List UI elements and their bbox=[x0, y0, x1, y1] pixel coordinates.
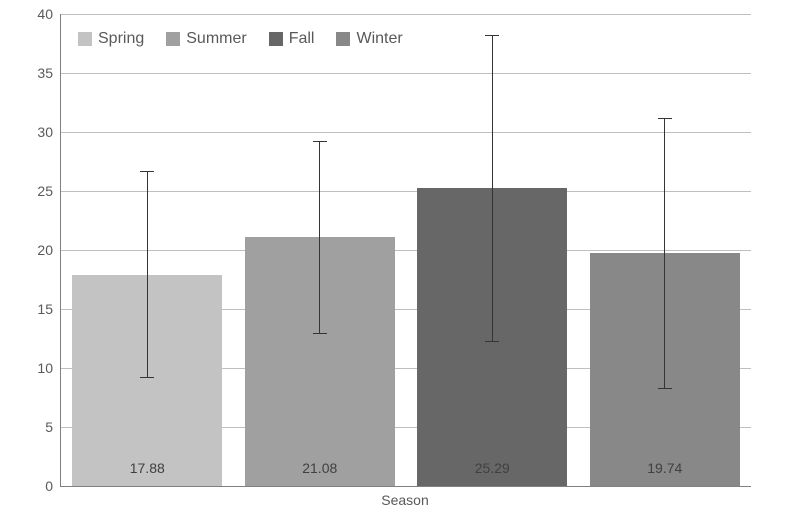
y-tick-label: 5 bbox=[45, 419, 61, 435]
legend-swatch bbox=[166, 32, 180, 46]
error-bar bbox=[492, 35, 493, 341]
bar-value-label: 21.08 bbox=[302, 460, 337, 476]
error-cap bbox=[140, 377, 154, 378]
y-tick-label: 15 bbox=[37, 301, 61, 317]
error-cap bbox=[313, 333, 327, 334]
error-bar bbox=[147, 171, 148, 378]
plot-area: 051015202530354017.8821.0825.2919.74 bbox=[60, 14, 751, 487]
y-tick-label: 0 bbox=[45, 478, 61, 494]
legend-label: Winter bbox=[356, 30, 402, 48]
x-axis-title: Season bbox=[381, 492, 428, 508]
bar-value-label: 17.88 bbox=[130, 460, 165, 476]
y-tick-label: 35 bbox=[37, 65, 61, 81]
gridline bbox=[61, 191, 751, 192]
legend-swatch bbox=[336, 32, 350, 46]
error-cap bbox=[140, 171, 154, 172]
legend-label: Fall bbox=[289, 30, 315, 48]
legend-label: Spring bbox=[98, 30, 144, 48]
y-tick-label: 20 bbox=[37, 242, 61, 258]
error-bar bbox=[664, 118, 665, 388]
legend-swatch bbox=[269, 32, 283, 46]
bar-value-label: 19.74 bbox=[647, 460, 682, 476]
gridline bbox=[61, 73, 751, 74]
error-cap bbox=[658, 388, 672, 389]
y-tick-label: 25 bbox=[37, 183, 61, 199]
gridline bbox=[61, 250, 751, 251]
error-cap bbox=[658, 118, 672, 119]
legend-swatch bbox=[78, 32, 92, 46]
legend-item-fall: Fall bbox=[269, 30, 315, 48]
season-chart: 0 5 10 15 20 25 30 35 40 17.88 21.08 25.29 19.74 Spr… bbox=[0, 0, 800, 527]
legend: Spring Summer Fall Winter bbox=[78, 30, 403, 48]
legend-label: Summer bbox=[186, 30, 246, 48]
legend-item-spring: Spring bbox=[78, 30, 144, 48]
legend-item-summer: Summer bbox=[166, 30, 246, 48]
y-tick-label: 10 bbox=[37, 360, 61, 376]
error-bar bbox=[319, 141, 320, 332]
error-cap bbox=[485, 35, 499, 36]
error-cap bbox=[485, 341, 499, 342]
bar-value-label: 25.29 bbox=[475, 460, 510, 476]
y-tick-label: 40 bbox=[37, 6, 61, 22]
error-cap bbox=[313, 141, 327, 142]
y-tick-label: 30 bbox=[37, 124, 61, 140]
gridline bbox=[61, 14, 751, 15]
legend-item-winter: Winter bbox=[336, 30, 402, 48]
gridline bbox=[61, 132, 751, 133]
